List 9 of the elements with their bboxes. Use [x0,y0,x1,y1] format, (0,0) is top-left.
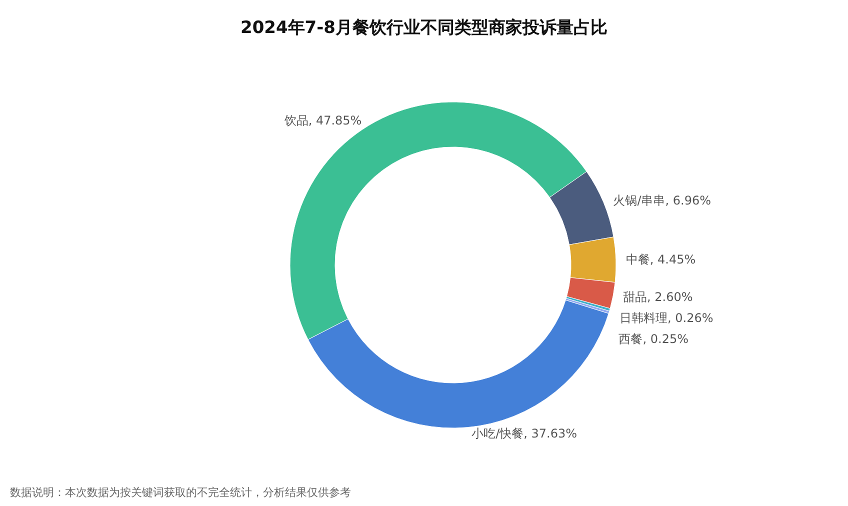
slice-label: 甜品, 2.60% [623,290,693,304]
slice-label: 火锅/串串, 6.96% [613,194,711,208]
slice-label: 饮品, 47.85% [283,113,362,128]
slice-label: 小吃/快餐, 37.63% [472,426,578,441]
slice-label: 中餐, 4.45% [626,252,696,267]
chart-title: 2024年7-8月餐饮行业不同类型商家投诉量占比 [240,18,608,38]
text: 数据说明：本次数据为按关键词获取的不完全统计，分析结果仅供参考 [10,486,351,499]
slice-label: 日韩料理, 0.26% [620,310,714,325]
slice-label: 西餐, 0.25% [618,332,688,346]
